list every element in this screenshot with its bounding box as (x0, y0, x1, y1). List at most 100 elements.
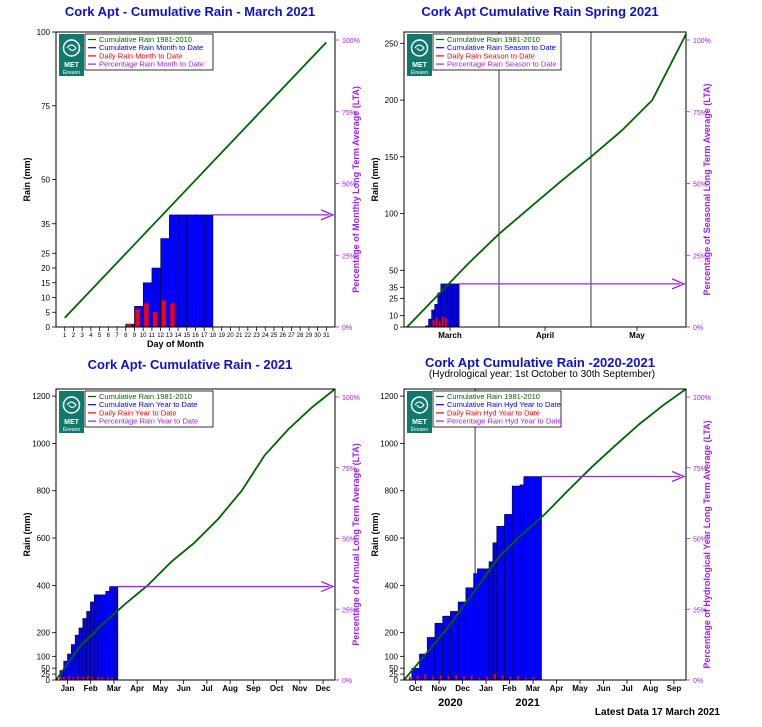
y2-tick-label: 50% (693, 182, 707, 189)
daily-bar (135, 309, 140, 327)
x-tick-label: 1 (63, 333, 67, 339)
daily-bar (439, 675, 442, 680)
y2-axis-label: Percentage of Seasonal Long Term Average… (702, 84, 712, 296)
x-tick-label: 24 (262, 333, 269, 339)
x-tick-label: April (536, 331, 554, 340)
x-tick-label: 11 (149, 333, 156, 339)
x-tick-label: 8 (124, 333, 128, 339)
y2-tick-label: 50% (342, 537, 356, 544)
cumulative-bar (105, 591, 110, 681)
y-tick-label: 1200 (32, 392, 50, 401)
y2-tick-label: 25% (693, 607, 707, 614)
met-eireann-logo (59, 34, 84, 76)
cumulative-bar (86, 611, 91, 681)
met-eireann-logo (407, 391, 432, 433)
daily-bar (106, 677, 109, 680)
legend-item: Cumulative Rain 1981-2010 (99, 392, 192, 401)
cumulative-bar (203, 214, 214, 328)
x-tick-label: 10 (140, 333, 147, 339)
chart-panel-4: Cork Apt Cumulative Rain -2020-2021(Hydr… (370, 355, 712, 709)
x-tick-label: 23 (253, 333, 260, 339)
percentage-arrow-head (671, 470, 686, 483)
y-tick-label: 35 (41, 220, 50, 229)
daily-bar (96, 676, 99, 680)
daily-bar (416, 675, 419, 680)
y2-tick-label: 75% (342, 466, 356, 473)
x-tick-label: 27 (288, 333, 295, 339)
x-tick-label: 3 (80, 333, 84, 339)
y-tick-label: 200 (385, 96, 399, 105)
logo-subtext: Éireann (411, 426, 428, 433)
y-tick-label: 10 (41, 294, 50, 303)
x-tick-label: 7 (115, 333, 119, 339)
legend-item: Cumulative Rain Month to Date (99, 43, 203, 52)
legend-item: Cumulative Rain 1981-2010 (447, 35, 540, 44)
cumulative-bar (177, 214, 188, 328)
legend-item: Daily Rain Month to Date (99, 51, 182, 60)
y-tick-label: 50 (389, 266, 398, 275)
met-eireann-logo (407, 34, 432, 76)
y-tick-label: 50 (389, 664, 398, 673)
cumulative-bar (519, 484, 525, 681)
cumulative-bar (78, 627, 84, 681)
y-axis-label: Rain (mm) (370, 512, 380, 556)
y-tick-label: 100 (37, 652, 51, 661)
x-tick-label: Dec (455, 684, 470, 693)
y-tick-label: 25 (41, 670, 50, 679)
y-axis-label: Rain (mm) (22, 512, 32, 556)
y-tick-label: 400 (37, 581, 51, 590)
x-tick-label: May (572, 684, 588, 693)
y2-tick-label: 25% (342, 253, 356, 260)
chart-title: Cork Apt - Cumulative Rain - March 2021 (65, 4, 315, 19)
daily-bar (441, 316, 444, 327)
x-tick-label: March (438, 331, 462, 340)
chart-subtitle: (Hydrological year: 1st October to 30th … (429, 369, 655, 380)
logo-swirl-inner-icon (414, 44, 425, 52)
y2-tick-label: 0% (693, 325, 703, 332)
x-tick-label: 31 (323, 333, 330, 339)
percentage-arrow-head (320, 580, 335, 593)
plot-frame (403, 31, 687, 328)
daily-bar (86, 676, 89, 680)
daily-bar (432, 320, 435, 327)
y2-tick-label: 100% (342, 395, 360, 402)
legend-item: Percentage Rain Hyd Year to Date (447, 417, 562, 426)
logo-text: MET (412, 419, 428, 426)
legend-item: Percentage Rain Year to Date (99, 417, 198, 426)
x-tick-label: 6 (107, 333, 111, 339)
logo-subtext: Éireann (63, 69, 80, 76)
y-tick-label: 250 (385, 39, 399, 48)
cumulative-bar (97, 594, 103, 681)
x-tick-label: Jun (596, 684, 610, 693)
y-tick-label: 200 (37, 629, 51, 638)
y2-tick-label: 100% (342, 38, 360, 45)
x-tick-label: 14 (175, 333, 182, 339)
daily-bar (76, 676, 79, 680)
daily-bar (470, 675, 473, 680)
lta-line (406, 33, 687, 328)
x-tick-label: Aug (222, 684, 238, 693)
x-tick-label: 25 (271, 333, 278, 339)
x-tick-label: Jun (177, 684, 191, 693)
daily-bar (170, 303, 175, 327)
x-tick-label: 19 (218, 333, 225, 339)
logo-text: MET (64, 419, 80, 426)
legend-box (432, 33, 562, 71)
cumulative-bar (113, 586, 119, 681)
x-tick-label: Oct (270, 684, 284, 693)
x-tick-label: 20 (227, 333, 234, 339)
y-tick-label: 800 (385, 487, 399, 496)
daily-bar (126, 324, 132, 327)
cumulative-bar (82, 618, 87, 681)
y2-tick-label: 0% (693, 678, 703, 685)
logo-swirl-inner-icon (414, 401, 425, 409)
x-tick-label: 4 (89, 333, 93, 339)
cumulative-bar (523, 476, 535, 681)
cumulative-bar (449, 283, 454, 328)
chart-title: Cork Apt Cumulative Rain Spring 2021 (421, 4, 658, 19)
y-tick-label: 0 (394, 676, 399, 685)
legend-box (84, 33, 214, 71)
cumulative-bar (496, 525, 505, 681)
chart-title: Cork Apt- Cumulative Rain - 2021 (88, 357, 293, 372)
y-tick-label: 0 (394, 323, 399, 332)
